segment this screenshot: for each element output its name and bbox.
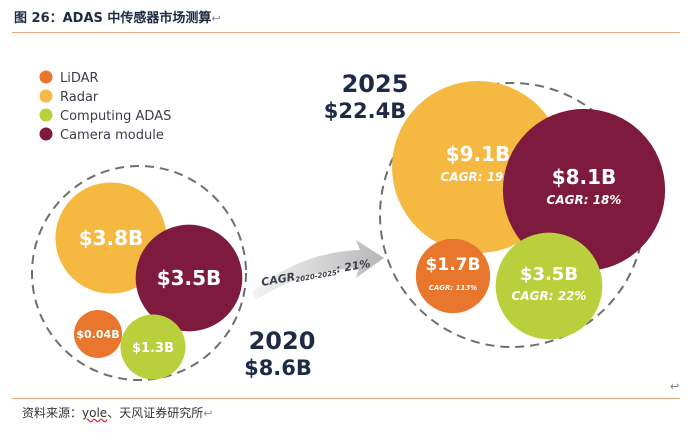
legend-swatch-computing [39, 108, 53, 122]
bubble-value-2025-computing: $3.5B [520, 264, 578, 285]
bubble-2025-lidar [415, 238, 491, 314]
source-yole: yole [82, 406, 108, 420]
bubble-2025-computing [495, 232, 603, 340]
legend-label-camera: Camera module [60, 128, 164, 143]
source-suffix: 、天风证券研究所 [107, 406, 204, 420]
group-outline-2020 [31, 165, 247, 381]
legend-label-radar: Radar [60, 90, 99, 105]
return-mark: ↩ [211, 12, 221, 25]
page-title: 图 26：ADAS 中传感器市场测算↩ [14, 7, 221, 26]
bubble-cagr-2025-computing: CAGR: 22% [512, 289, 587, 303]
bubble-value-2025-camera: $8.1B [552, 165, 617, 189]
return-mark: ↩ [203, 407, 213, 420]
bubble-cagr-2025-camera: CAGR: 18% [547, 193, 622, 207]
top-rule [12, 32, 680, 33]
cagr-arrow-label-value: : 21% [335, 257, 371, 276]
cagr-arrow [252, 240, 384, 300]
total-label-2020: $8.6B [244, 356, 312, 380]
return-mark: ↩ [670, 380, 680, 393]
legend-label-computing: Computing ADAS [60, 109, 171, 124]
adas-sensor-bubble-chart: LiDAR Radar Computing ADAS Camera module $3.… [31, 70, 666, 381]
year-label-2025: 2025 [342, 70, 409, 98]
figure-title: 图 26：ADAS 中传感器市场测算 [14, 11, 212, 26]
legend-swatch-lidar [39, 70, 53, 84]
source-prefix: 资料来源： [22, 406, 83, 420]
bubble-2020-computing [120, 314, 186, 380]
bubble-2020-lidar [74, 310, 122, 358]
bubble-value-2020-computing: $1.3B [132, 341, 174, 356]
bubble-value-2020-lidar: $0.04B [76, 328, 119, 341]
bubble-2025-camera [502, 108, 666, 272]
bubble-value-2025-lidar: $1.7B [426, 255, 481, 275]
bubble-cagr-2025-radar: CAGR: 19% [441, 170, 516, 184]
year-label-2020: 2020 [249, 327, 316, 355]
legend-label-lidar: LiDAR [60, 71, 99, 86]
bubble-cagr-2025-lidar: CAGR: 113% [429, 284, 478, 292]
bubble-value-2025-radar: $9.1B [446, 142, 511, 166]
bubble-value-2020-radar: $3.8B [79, 226, 144, 250]
cagr-arrow-label-main: CAGR [260, 270, 296, 289]
bubble-value-2020-camera: $3.5B [157, 266, 222, 290]
legend-swatch-camera [39, 127, 53, 141]
legend-swatch-radar [39, 89, 53, 103]
bottom-rule [12, 398, 680, 399]
bubble-2020-camera [135, 224, 243, 332]
source-line: 资料来源：yole、天风证券研究所↩ [22, 404, 212, 421]
total-label-2025: $22.4B [324, 99, 406, 123]
